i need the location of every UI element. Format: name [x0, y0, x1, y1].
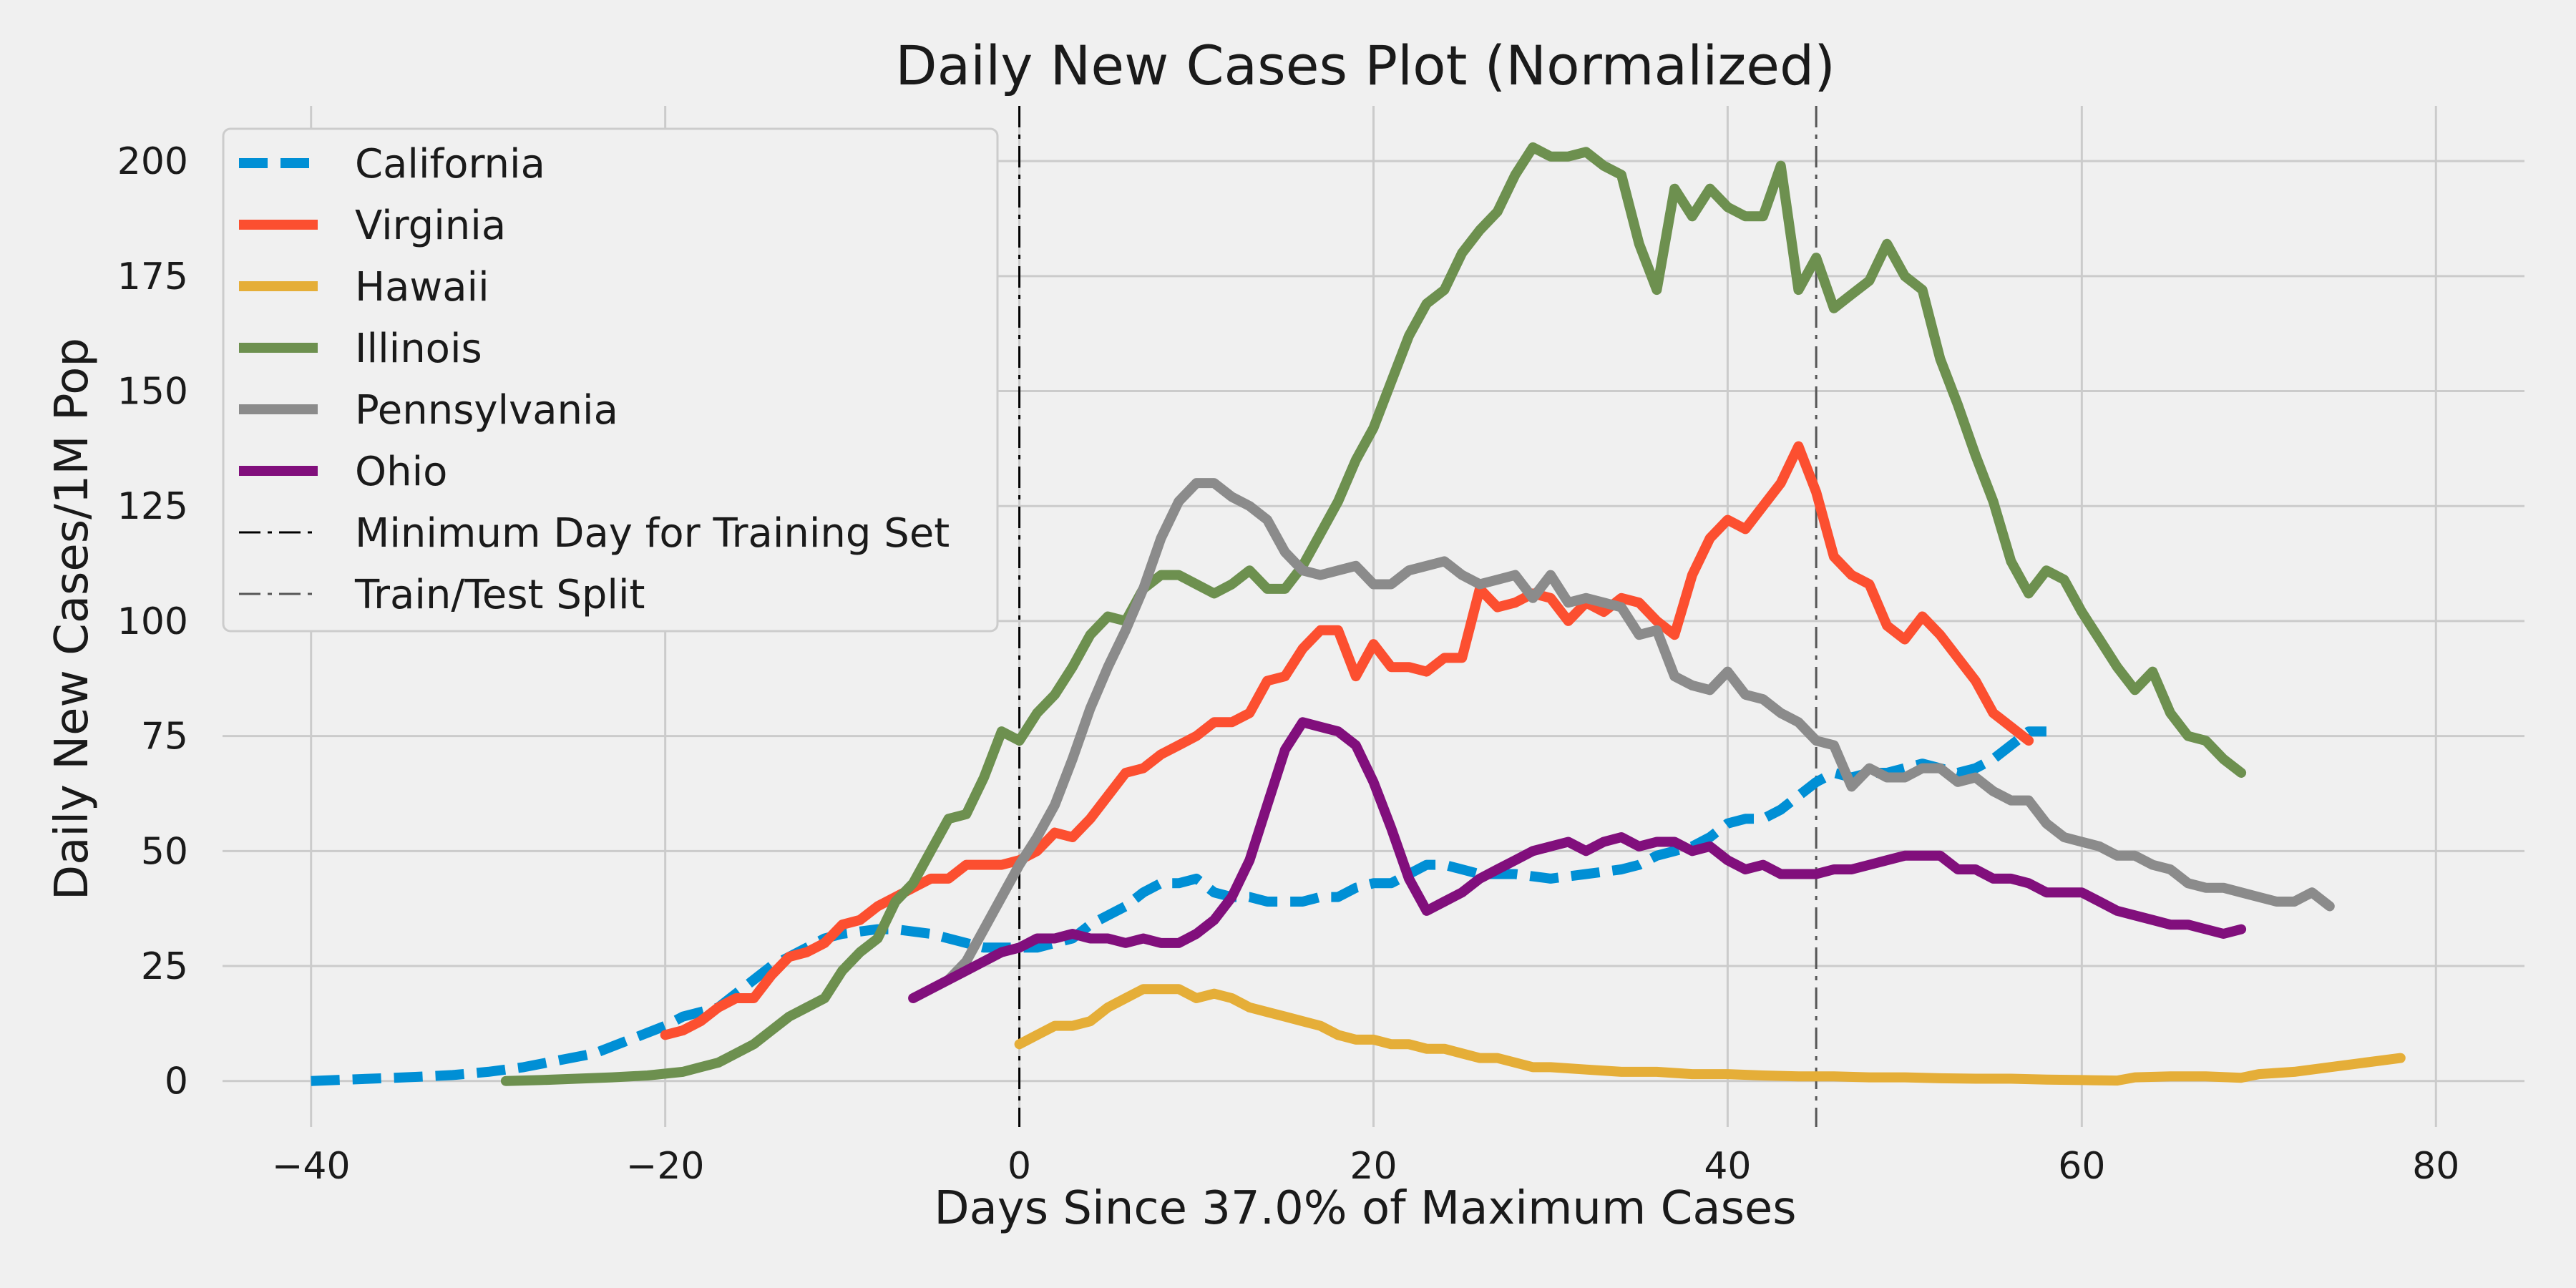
y-tick-label: 75 — [141, 716, 188, 758]
y-axis-label: Daily New Cases/1M Pop — [46, 338, 99, 900]
legend-entry-label: Hawaii — [355, 264, 489, 311]
x-tick-label: −20 — [626, 1145, 705, 1188]
series-line-california — [311, 726, 2046, 1086]
x-tick-label: 60 — [2058, 1145, 2105, 1188]
y-tick-label: 200 — [117, 140, 188, 183]
reference-lines — [1018, 106, 1818, 1127]
y-tick-labels: 0 25 50 75 100 125 150 175 200 — [117, 140, 188, 1103]
y-tick-label: 50 — [141, 830, 188, 873]
x-tick-labels: −40 −20 0 20 40 60 80 — [272, 1145, 2459, 1188]
y-tick-label: 150 — [117, 371, 188, 414]
series-group — [311, 142, 2406, 1086]
legend-entry-label: Ohio — [355, 449, 447, 495]
x-tick-label: 80 — [2412, 1145, 2459, 1188]
x-axis-label: Days Since 37.0% of Maximum Cases — [934, 1182, 1796, 1235]
y-tick-label: 175 — [117, 255, 188, 298]
legend: California Virginia Hawaii Illinois Pennsylv… — [222, 127, 999, 633]
series-line-pennsylvania — [943, 478, 2335, 985]
legend-entry-label: California — [355, 141, 545, 187]
y-tick-label: 0 — [165, 1060, 188, 1103]
x-tick-label: 20 — [1350, 1145, 1397, 1188]
x-tick-label: 40 — [1704, 1145, 1751, 1188]
series-line-ohio — [908, 717, 2247, 1003]
legend-entry-label: Illinois — [355, 326, 482, 372]
legend-entry-label: Train/Test Split — [354, 572, 645, 618]
y-tick-label: 100 — [117, 600, 188, 643]
series-line-illinois — [500, 142, 2247, 1086]
legend-entry-label: Minimum Day for Training Set — [355, 510, 950, 557]
x-tick-label: −40 — [272, 1145, 351, 1188]
legend-box — [222, 127, 999, 633]
chart-title: Daily New Cases Plot (Normalized) — [895, 34, 1835, 97]
x-tick-label: 0 — [1008, 1145, 1031, 1188]
y-tick-label: 25 — [141, 945, 188, 988]
legend-entry-label: Pennsylvania — [355, 387, 618, 434]
series-line-hawaii — [1014, 984, 2406, 1086]
legend-entry-label: Virginia — [355, 203, 506, 249]
y-tick-label: 125 — [117, 485, 188, 528]
